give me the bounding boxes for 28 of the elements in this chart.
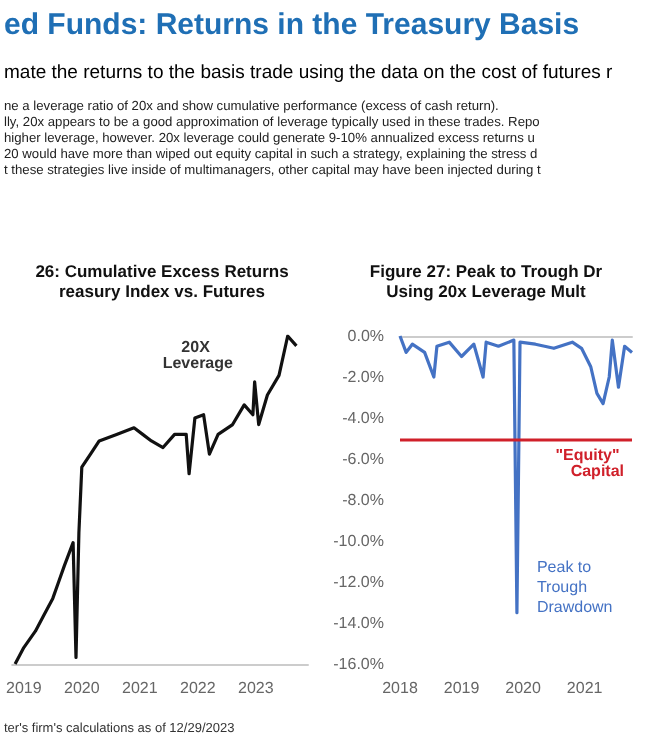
y-tick-label: -12.0% [333, 573, 384, 591]
annotation: 20X Leverage [162, 337, 235, 372]
chart-title: Figure 27: Peak to Trough Dr [369, 261, 604, 281]
x-tick-label: 2020 [505, 679, 542, 697]
x-tick-label: 2019 [6, 679, 43, 697]
y-tick-label: -14.0% [333, 614, 384, 632]
x-tick-label: 2021 [566, 679, 604, 697]
y-tick-label: -2.0% [342, 368, 384, 386]
x-tick-label: 2020 [64, 679, 101, 697]
x-tick-label: 2023 [238, 679, 275, 697]
y-tick-label: 0.0% [347, 327, 384, 345]
y-tick-label: -4.0% [342, 409, 384, 427]
x-tick-label: 2021 [122, 679, 159, 697]
x-tick-label: 2022 [180, 679, 217, 697]
y-tick-label: -8.0% [342, 491, 384, 509]
chart-title: 26: Cumulative Excess Returns [35, 261, 290, 281]
chart-subtitle: reasury Index vs. Futures [59, 281, 266, 301]
text: mate the returns to the basis trade using the data on the cost of futures r [4, 62, 615, 84]
chart-subtitle: Using 20x Leverage Mult [386, 281, 587, 301]
y-tick-label: -10.0% [333, 532, 384, 550]
y-tick-label: -16.0% [333, 655, 384, 673]
y-tick-label: -6.0% [342, 450, 384, 468]
text: ed Funds: Returns in the Treasury Basis [4, 8, 582, 42]
x-tick-label: 2018 [382, 679, 419, 697]
line-series [398, 334, 634, 615]
x-tick-label: 2019 [443, 679, 481, 697]
series-label: Peak to Trough Drawdown [536, 557, 613, 616]
ref-line-label: "Equity" Capital [555, 445, 624, 480]
